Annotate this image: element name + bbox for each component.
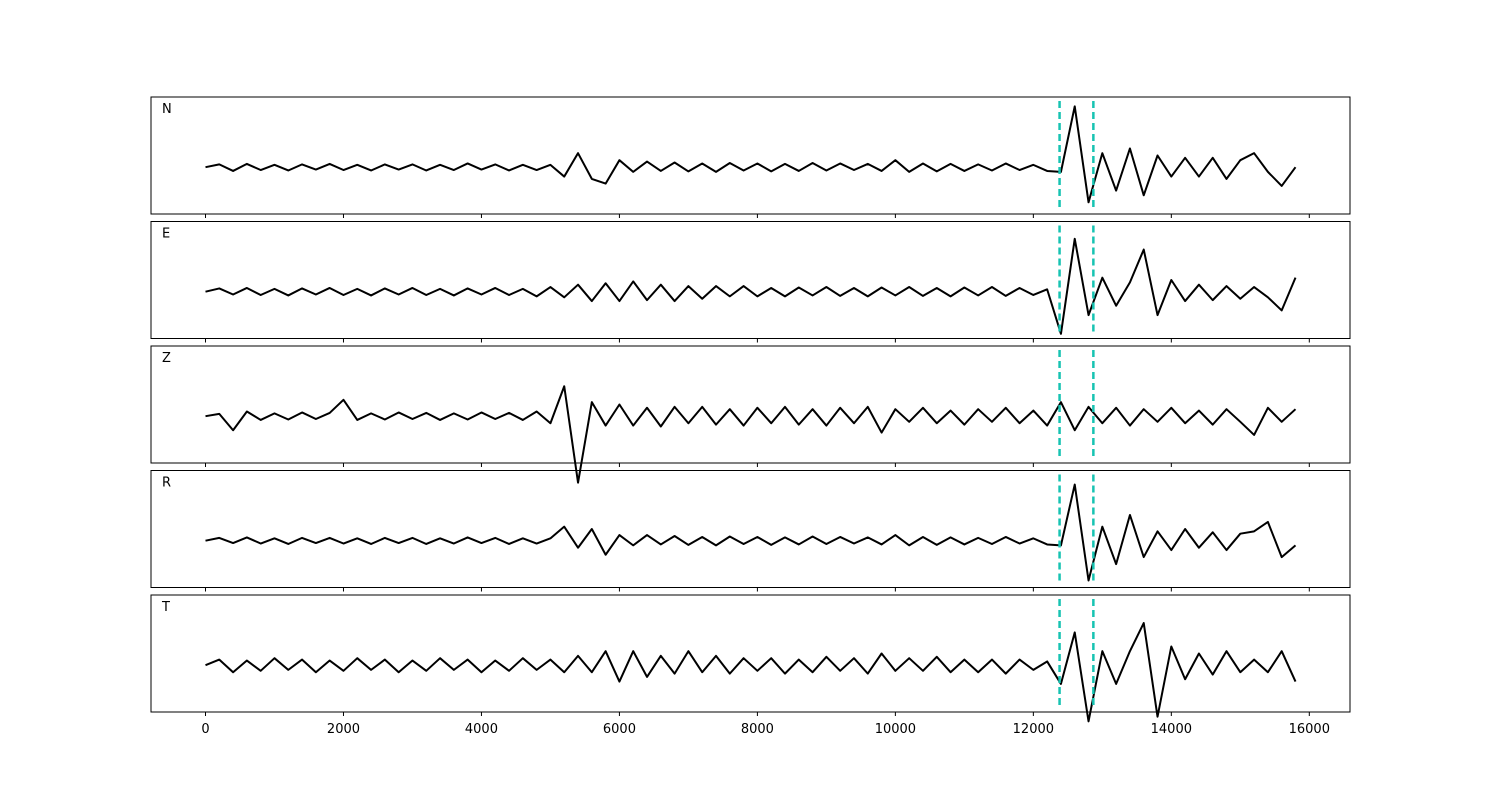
trace xyxy=(205,483,1297,582)
panel-frame xyxy=(150,345,1351,464)
panel-frame xyxy=(150,594,1351,713)
x-tick-label: 4000 xyxy=(465,722,498,737)
x-tick-label: 12000 xyxy=(1013,722,1054,737)
x-tick-label: 2000 xyxy=(327,722,360,737)
trace xyxy=(205,622,1297,723)
panel-frame xyxy=(150,470,1351,588)
panel-label: N xyxy=(162,102,172,117)
trace xyxy=(205,105,1297,204)
x-tick-label: 8000 xyxy=(741,722,774,737)
x-tick-label: 10000 xyxy=(875,722,916,737)
x-tick-label: 14000 xyxy=(1151,722,1192,737)
x-tick-label: 0 xyxy=(201,722,209,737)
panel-label: Z xyxy=(162,351,171,366)
trace xyxy=(205,385,1297,484)
panel-label: T xyxy=(161,600,170,615)
panel-label: E xyxy=(162,227,170,242)
panel-frame xyxy=(150,96,1351,215)
x-tick-label: 6000 xyxy=(603,722,636,737)
panel-label: R xyxy=(162,476,171,491)
panel-frame xyxy=(150,221,1351,339)
x-tick-label: 16000 xyxy=(1289,722,1330,737)
trace xyxy=(205,237,1297,335)
